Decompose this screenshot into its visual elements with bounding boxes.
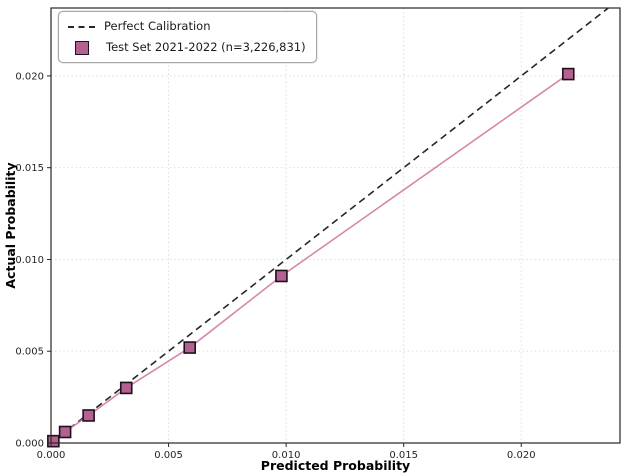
x-axis-label: Predicted Probability xyxy=(261,458,410,473)
dashed-line-sample-icon xyxy=(68,25,95,28)
y-tick-label: 0.005 xyxy=(15,347,44,358)
y-tick-label: 0.000 xyxy=(15,439,44,450)
legend: Perfect Calibration Test Set 2021-2022 (… xyxy=(58,11,317,63)
data-point-marker xyxy=(561,67,575,81)
data-point-marker xyxy=(275,269,288,283)
data-point-marker xyxy=(119,381,133,395)
x-tick-label: 0.020 xyxy=(507,450,536,461)
x-tick-label: 0.010 xyxy=(272,450,301,461)
y-tick-label: 0.020 xyxy=(15,71,44,82)
data-point-marker xyxy=(183,341,197,354)
test-set-markers xyxy=(47,67,575,448)
x-tick-label: 0.005 xyxy=(154,450,183,461)
x-tick-label: 0.000 xyxy=(37,450,66,461)
data-point-marker xyxy=(47,434,60,448)
y-axis-label: Actual Probability xyxy=(3,162,18,288)
legend-label-perfect-calibration: Perfect Calibration xyxy=(104,19,211,33)
y-tick-label: 0.010 xyxy=(15,255,44,266)
grid-layer xyxy=(50,8,620,444)
legend-label-test-set: Test Set 2021-2022 (n=3,226,831) xyxy=(106,40,306,54)
data-point-marker xyxy=(82,409,95,422)
legend-item-test-set: Test Set 2021-2022 (n=3,226,831) xyxy=(68,38,306,57)
x-tick-label: 0.015 xyxy=(389,450,418,461)
square-marker-sample-icon xyxy=(75,40,89,55)
perfect-calibration-line xyxy=(51,8,609,443)
tick-layer: 0.000 0.005 0.010 0.015 0.020 0.000 0.005 0.010… xyxy=(15,71,535,461)
data-point-marker xyxy=(58,425,72,439)
legend-item-perfect-calibration: Perfect Calibration xyxy=(68,17,306,36)
y-tick-label: 0.015 xyxy=(15,163,44,174)
plot-frame xyxy=(50,7,621,444)
